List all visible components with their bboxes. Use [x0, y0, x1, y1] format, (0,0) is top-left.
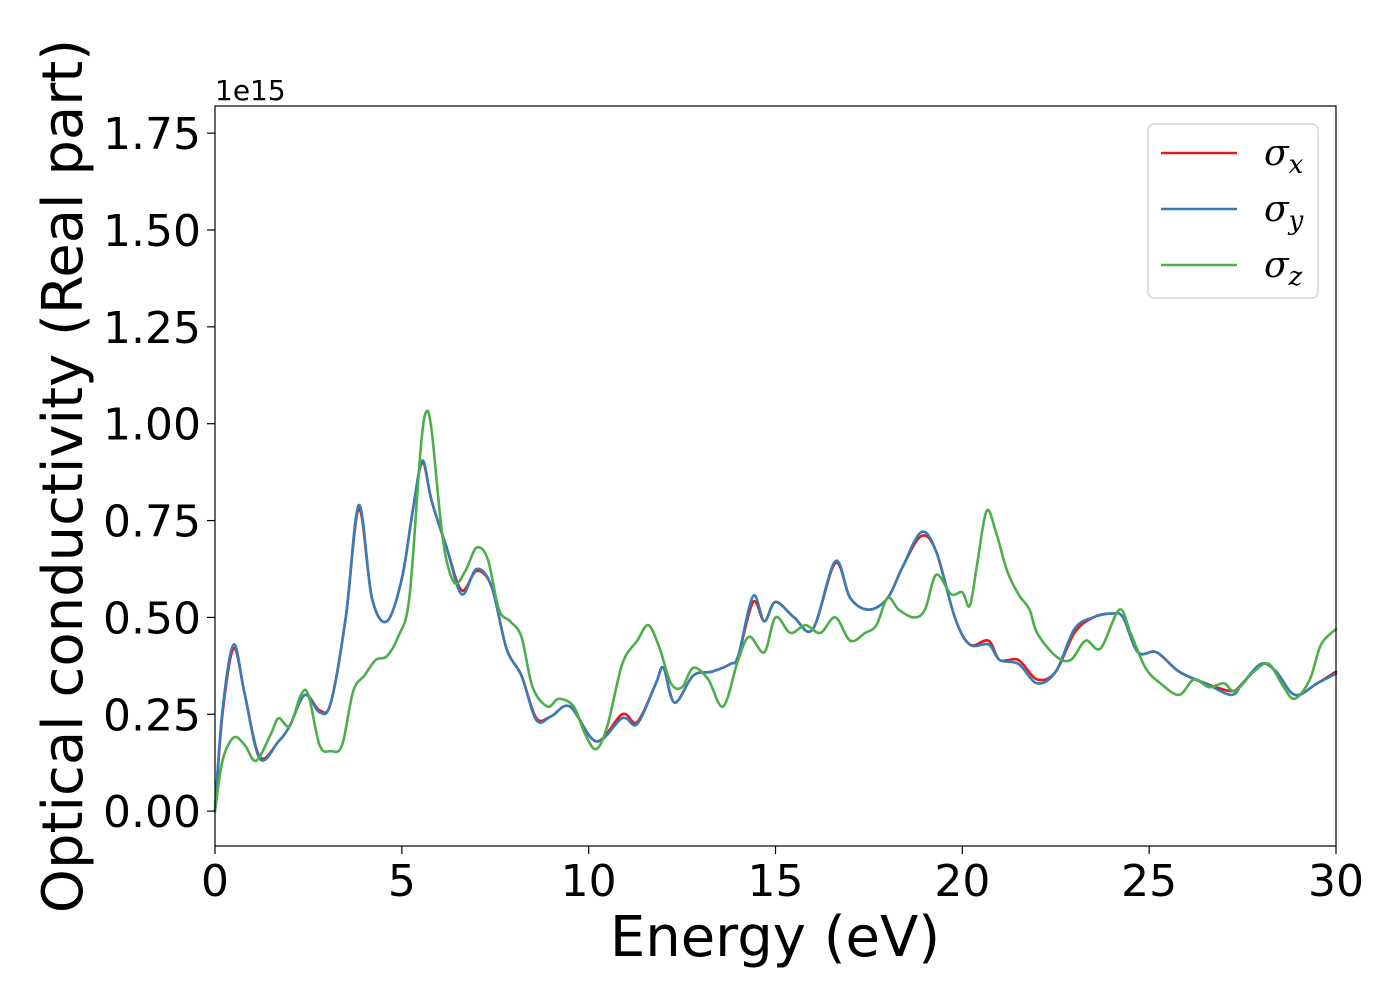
y-offset-label: 1e15: [215, 74, 286, 107]
x-tick-label: 5: [388, 856, 416, 907]
legend-label-x: σx: [1264, 133, 1304, 180]
legend: σx σy σz: [1147, 123, 1319, 299]
series-line-z: [213, 409, 1338, 813]
y-tick-label: 1.00: [103, 400, 201, 451]
x-axis-label: Energy (eV): [610, 905, 940, 970]
y-axis-ticks: 0.00 0.25 0.50 0.75 1.00 1.25 1.50 1.75: [103, 109, 215, 838]
series-lines: [213, 409, 1338, 813]
series-line-y: [213, 459, 1338, 813]
x-tick-label: 0: [201, 856, 229, 907]
y-tick-label: 0.25: [103, 690, 201, 741]
y-tick-label: 0.75: [103, 497, 201, 548]
x-tick-label: 15: [748, 856, 804, 907]
x-tick-label: 30: [1308, 856, 1364, 907]
x-tick-label: 20: [934, 856, 990, 907]
y-tick-label: 0.00: [103, 787, 201, 838]
y-axis-label: Optical conductivity (Real part): [31, 39, 96, 913]
series-line-x: [213, 461, 1338, 813]
y-tick-label: 0.50: [103, 593, 201, 644]
legend-box: [1147, 123, 1319, 299]
y-tick-label: 1.75: [103, 109, 201, 160]
x-tick-label: 25: [1121, 856, 1177, 907]
y-tick-label: 1.50: [103, 206, 201, 257]
legend-label-y: σy: [1264, 189, 1304, 236]
y-tick-label: 1.25: [103, 303, 201, 354]
legend-label-z: σz: [1264, 245, 1303, 292]
x-tick-label: 10: [561, 856, 617, 907]
x-axis-ticks: 0 5 10 15 20 25 30: [201, 846, 1364, 907]
